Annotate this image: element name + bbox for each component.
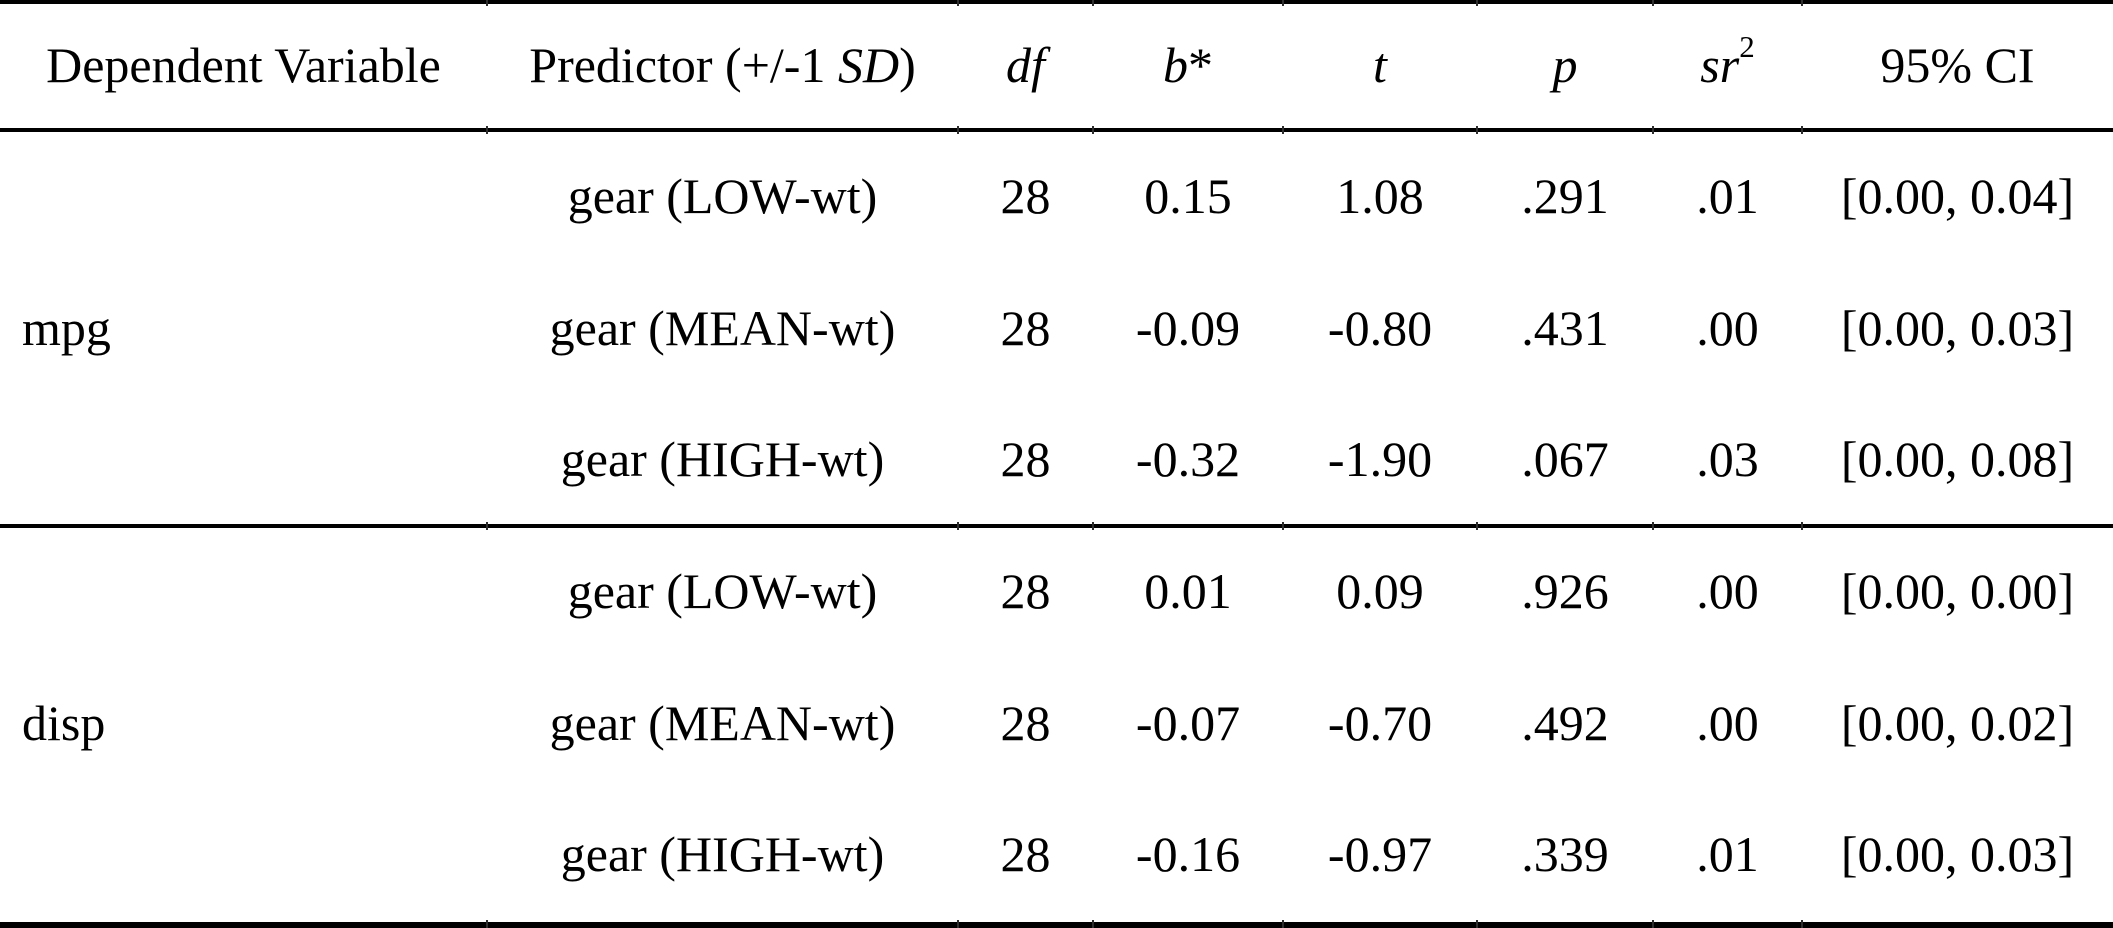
cell-df: 28 bbox=[1000, 299, 1051, 356]
column-tick bbox=[486, 920, 488, 928]
cell-p: .291 bbox=[1521, 167, 1609, 224]
cell-ci: [0.00, 0.08] bbox=[1840, 431, 2075, 488]
cell-b: 0.01 bbox=[1144, 562, 1232, 619]
header-predictor-suffix: ) bbox=[899, 37, 916, 93]
column-tick bbox=[1652, 0, 1654, 6]
cell-ci: [0.00, 0.03] bbox=[1840, 299, 2075, 356]
cell-t: 0.09 bbox=[1336, 562, 1424, 619]
column-tick bbox=[957, 0, 959, 6]
cell-predictor: gear (MEAN-wt) bbox=[549, 299, 896, 356]
cell-t: -0.70 bbox=[1327, 694, 1433, 751]
column-tick bbox=[1092, 522, 1094, 530]
column-tick bbox=[1476, 920, 1478, 928]
column-tick bbox=[1801, 920, 1803, 928]
column-tick bbox=[1476, 522, 1478, 530]
column-tick bbox=[486, 126, 488, 134]
cell-ci: [0.00, 0.02] bbox=[1840, 694, 2075, 751]
header-b-star: b * bbox=[1093, 0, 1283, 130]
column-tick bbox=[1801, 126, 1803, 134]
column-tick bbox=[1282, 522, 1284, 530]
cell-b: -0.32 bbox=[1135, 431, 1241, 488]
cell-df: 28 bbox=[1000, 431, 1051, 488]
cell-p: .067 bbox=[1521, 431, 1609, 488]
header-b-asterisk: * bbox=[1188, 37, 1213, 93]
column-tick bbox=[957, 522, 959, 530]
cell-t: -1.90 bbox=[1327, 431, 1433, 488]
header-sr-exponent: 2 bbox=[1739, 29, 1755, 65]
cell-p: .339 bbox=[1521, 826, 1609, 883]
cell-predictor: gear (LOW-wt) bbox=[567, 167, 878, 224]
cell-predictor: gear (LOW-wt) bbox=[567, 562, 878, 619]
column-tick bbox=[486, 522, 488, 530]
cell-sr2: .00 bbox=[1696, 562, 1759, 619]
column-tick bbox=[1652, 126, 1654, 134]
cell-sr2: .01 bbox=[1696, 826, 1759, 883]
cell-b: -0.07 bbox=[1135, 694, 1241, 751]
column-tick bbox=[1282, 126, 1284, 134]
cell-df: 28 bbox=[1000, 826, 1051, 883]
column-tick bbox=[1801, 522, 1803, 530]
table-rule-header-bottom bbox=[0, 126, 2113, 134]
column-tick bbox=[1652, 522, 1654, 530]
dv-label-mpg: mpg bbox=[22, 299, 111, 356]
header-df: df bbox=[1006, 37, 1045, 93]
column-tick bbox=[957, 920, 959, 928]
cell-b: -0.16 bbox=[1135, 826, 1241, 883]
header-t: t bbox=[1373, 37, 1387, 93]
column-tick bbox=[1092, 126, 1094, 134]
cell-p: .492 bbox=[1521, 694, 1609, 751]
cell-t: -0.80 bbox=[1327, 299, 1433, 356]
cell-ci: [0.00, 0.04] bbox=[1840, 167, 2075, 224]
header-predictor-sd: SD bbox=[837, 37, 900, 93]
column-tick bbox=[1652, 920, 1654, 928]
column-tick bbox=[1476, 126, 1478, 134]
column-tick bbox=[957, 126, 959, 134]
table-rule-bottom bbox=[0, 920, 2113, 928]
header-predictor: Predictor (+/-1 SD) bbox=[487, 0, 958, 130]
cell-predictor: gear (HIGH-wt) bbox=[560, 826, 885, 883]
column-tick bbox=[1282, 0, 1284, 6]
header-dependent-variable: Dependent Variable bbox=[46, 37, 441, 93]
column-tick bbox=[1092, 0, 1094, 6]
cell-t: 1.08 bbox=[1336, 167, 1424, 224]
cell-b: -0.09 bbox=[1135, 299, 1241, 356]
cell-sr2: .03 bbox=[1696, 431, 1759, 488]
header-b: b bbox=[1163, 37, 1188, 93]
cell-sr2: .00 bbox=[1696, 694, 1759, 751]
header-sr: sr bbox=[1700, 37, 1740, 93]
header-p: p bbox=[1552, 37, 1578, 93]
cell-predictor: gear (MEAN-wt) bbox=[549, 694, 896, 751]
cell-p: .926 bbox=[1521, 562, 1609, 619]
cell-ci: [0.00, 0.00] bbox=[1840, 562, 2075, 619]
cell-df: 28 bbox=[1000, 694, 1051, 751]
cell-df: 28 bbox=[1000, 167, 1051, 224]
dv-label-disp: disp bbox=[22, 694, 106, 751]
header-sr-squared: sr 2 bbox=[1653, 0, 1802, 130]
table-rule-group-separator bbox=[0, 522, 2113, 530]
column-tick bbox=[486, 0, 488, 6]
cell-ci: [0.00, 0.03] bbox=[1840, 826, 2075, 883]
cell-sr2: .00 bbox=[1696, 299, 1759, 356]
column-tick bbox=[1801, 0, 1803, 6]
cell-sr2: .01 bbox=[1696, 167, 1759, 224]
cell-df: 28 bbox=[1000, 562, 1051, 619]
cell-p: .431 bbox=[1521, 299, 1609, 356]
header-predictor-prefix: Predictor (+/-1 bbox=[529, 37, 838, 93]
column-tick bbox=[1476, 0, 1478, 6]
header-ci: 95% CI bbox=[1880, 37, 2035, 93]
cell-t: -0.97 bbox=[1327, 826, 1433, 883]
cell-b: 0.15 bbox=[1144, 167, 1232, 224]
table-rule-top bbox=[0, 0, 2113, 6]
column-tick bbox=[1282, 920, 1284, 928]
cell-predictor: gear (HIGH-wt) bbox=[560, 431, 885, 488]
column-tick bbox=[1092, 920, 1094, 928]
